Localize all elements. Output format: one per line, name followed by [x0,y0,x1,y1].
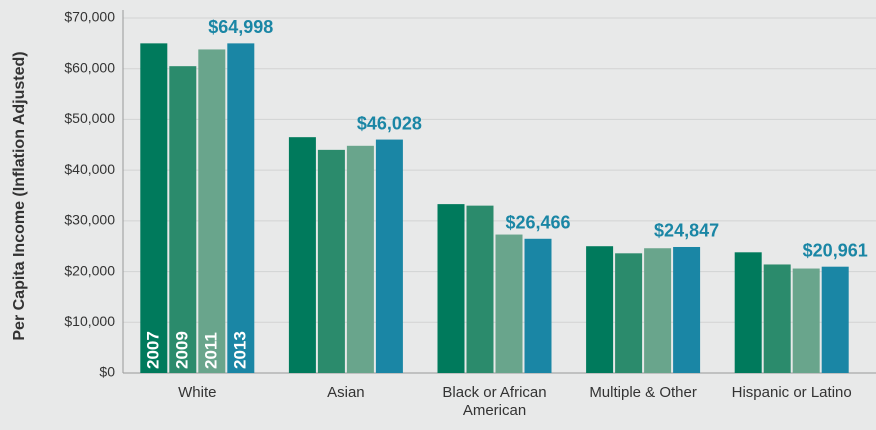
y-tick-label: $20,000 [64,262,115,278]
x-tick-label: White [178,384,217,401]
bar [375,139,403,373]
x-tick-label: Multiple & Other [589,384,697,401]
bar [734,252,762,373]
data-label: $64,998 [208,17,273,37]
bar [586,246,614,373]
bar [346,145,374,373]
x-tick-label: Asian [327,384,365,401]
y-tick-label: $10,000 [64,313,115,329]
y-tick-label: $70,000 [64,9,115,25]
data-label: $26,466 [505,213,570,233]
bar [169,66,197,373]
data-label: $20,961 [803,240,868,260]
bar [437,204,465,373]
bar [495,234,523,373]
y-tick-label: $50,000 [64,110,115,126]
bar [288,137,316,373]
bar [673,246,701,373]
bar [466,205,494,373]
y-axis-label: Per Capita Income (Inflation Adjusted) [11,51,28,340]
legend-label: 2009 [172,331,191,369]
data-label: $24,847 [654,221,719,241]
bar [644,248,672,373]
y-tick-label: $30,000 [64,212,115,228]
bar [317,149,345,373]
data-label: $46,028 [357,113,422,133]
x-tick-label: Black or African American [442,384,547,419]
bar [524,238,552,373]
x-tick-label: Hispanic or Latino [731,384,852,401]
y-tick-label: $40,000 [64,161,115,177]
bar [792,268,820,373]
legend-label: 2007 [143,331,162,369]
legend-label: 2011 [201,332,220,369]
bar [615,253,643,373]
bar [140,43,168,373]
legend-label: 2013 [230,331,249,369]
y-tick-label: $0 [99,364,115,380]
bar [198,49,226,373]
bar [763,264,791,373]
bar [227,43,255,374]
y-tick-label: $60,000 [64,59,115,75]
bar [821,266,849,373]
